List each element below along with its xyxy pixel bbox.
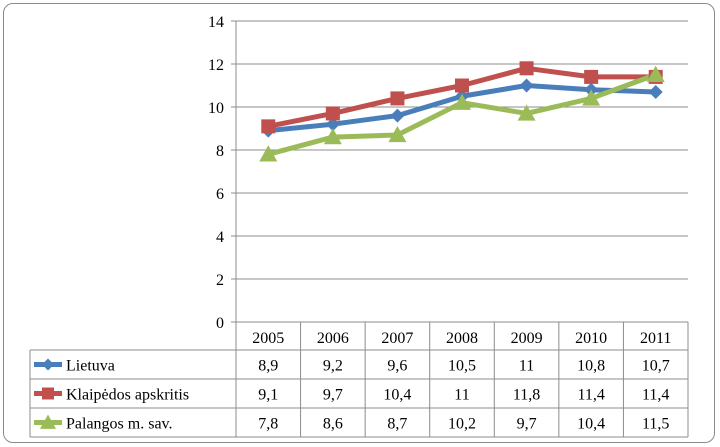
data-point-3	[323, 128, 342, 145]
data-point-1	[325, 117, 340, 132]
data-point-3	[453, 93, 471, 110]
table-value: 11,4	[577, 387, 604, 404]
x-category-label: 2010	[575, 330, 607, 347]
data-point-3	[517, 104, 536, 121]
legend-series-name: Palangos m. sav.	[66, 416, 173, 433]
table-value: 9,1	[258, 387, 278, 404]
legend-key-marker	[42, 358, 54, 371]
x-category-label: 2009	[511, 330, 543, 347]
data-point-2	[261, 119, 276, 134]
data-point-1	[390, 108, 405, 123]
table-value: 11	[454, 387, 469, 404]
table-value: 11,4	[642, 387, 669, 404]
table-value: 9,2	[323, 358, 343, 375]
data-point-3	[646, 65, 665, 82]
legend-key-marker	[42, 387, 54, 400]
y-tick-label: 0	[216, 315, 224, 332]
y-tick-label: 10	[208, 100, 224, 117]
y-tick-label: 8	[216, 143, 224, 160]
x-category-label: 2008	[446, 330, 478, 347]
table-value: 10,2	[448, 416, 476, 433]
y-tick-label: 6	[216, 186, 224, 203]
table-value: 10,4	[577, 416, 605, 433]
data-point-2	[325, 106, 340, 121]
table-value: 9,7	[323, 387, 343, 404]
table-value: 11,5	[642, 416, 669, 433]
x-category-label: 2011	[640, 330, 671, 347]
y-tick-label: 14	[208, 14, 224, 31]
legend-key-marker	[40, 414, 56, 429]
table-value: 9,7	[517, 416, 537, 433]
x-category-label: 2006	[317, 330, 349, 347]
table-value: 8,9	[258, 358, 278, 375]
table-value: 10,4	[383, 387, 411, 404]
table-value: 10,8	[577, 358, 605, 375]
data-point-3	[582, 89, 601, 106]
table-value: 9,6	[387, 358, 407, 375]
data-point-2	[584, 69, 599, 84]
table-value: 10,5	[448, 358, 476, 375]
x-category-label: 2007	[381, 330, 413, 347]
x-category-label: 2005	[252, 330, 284, 347]
y-tick-label: 12	[208, 57, 224, 74]
data-point-1	[648, 84, 663, 99]
legend-series-name: Klaipėdos apskritis	[66, 387, 189, 404]
legend-series-name: Lietuva	[66, 358, 115, 375]
data-point-2	[519, 61, 534, 76]
data-point-2	[455, 78, 469, 93]
table-value: 8,6	[323, 416, 343, 433]
y-tick-label: 2	[216, 272, 224, 289]
data-point-1	[519, 78, 534, 93]
table-value: 7,8	[258, 416, 278, 433]
data-point-3	[259, 145, 278, 162]
data-point-2	[390, 91, 405, 106]
table-value: 10,7	[642, 358, 670, 375]
table-value: 11	[519, 358, 534, 375]
table-value: 11,8	[513, 387, 540, 404]
data-point-3	[388, 125, 407, 143]
y-tick-label: 4	[216, 229, 224, 246]
table-value: 8,7	[387, 416, 407, 433]
